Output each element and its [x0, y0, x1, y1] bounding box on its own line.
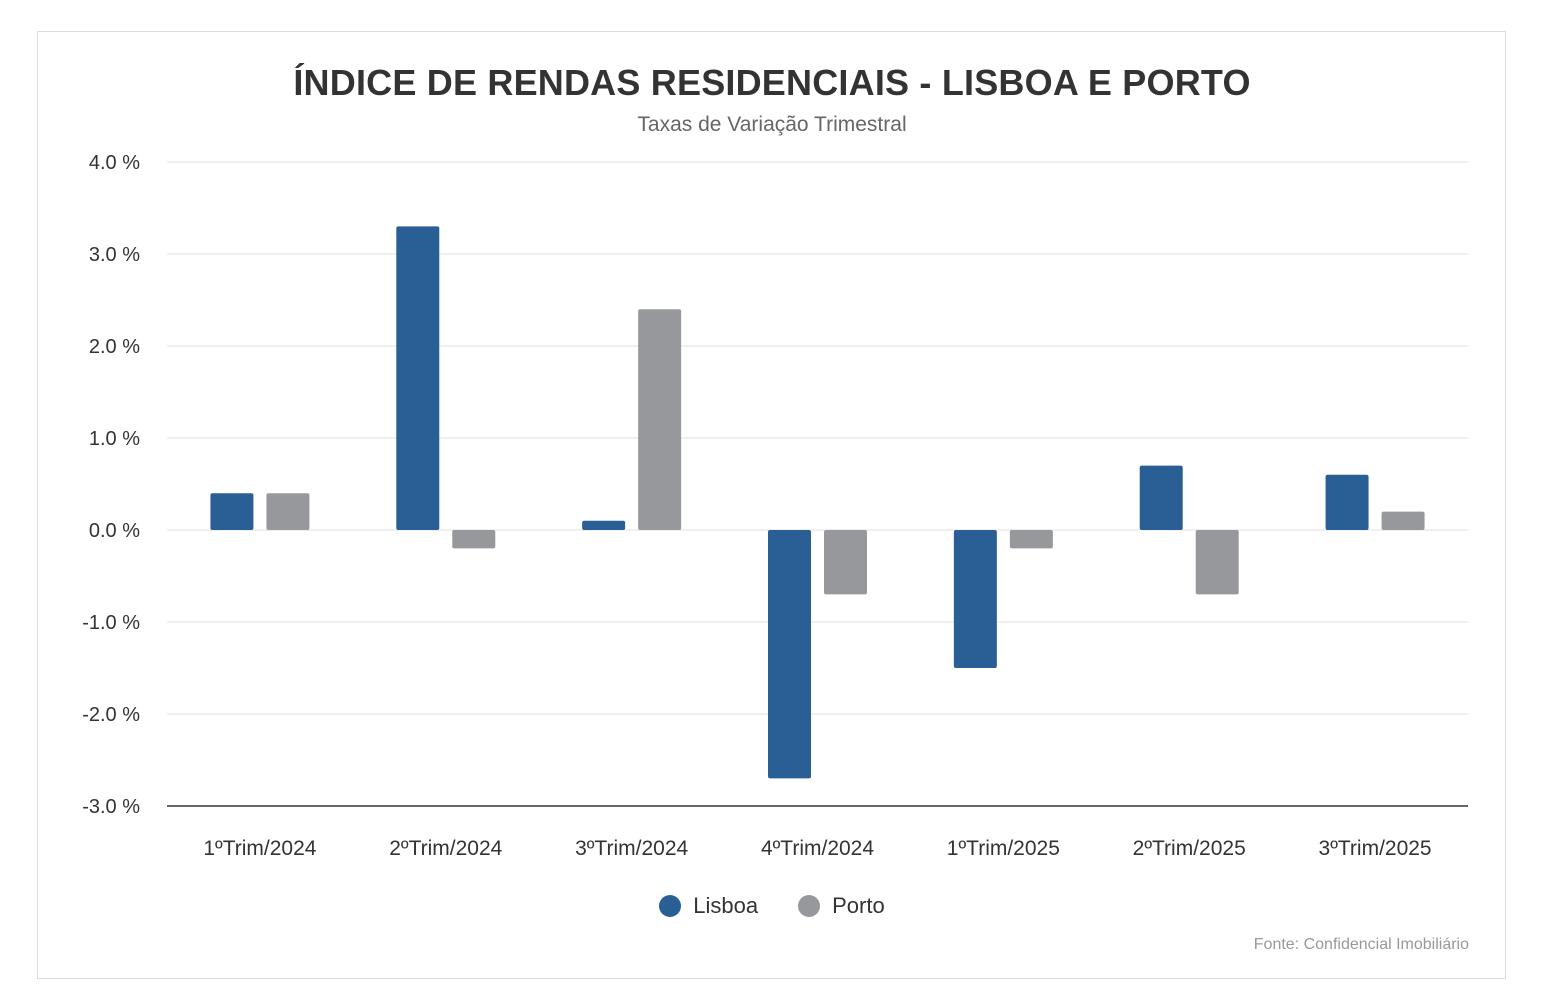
legend-swatch-lisboa [659, 895, 682, 917]
bar-lisboa [1325, 474, 1369, 530]
bar-porto [638, 309, 682, 530]
bar-porto [1009, 530, 1053, 549]
bar-lisboa [768, 530, 811, 779]
y-tick-label: -3.0 % [82, 796, 140, 818]
legend-item-porto[interactable]: Porto [798, 893, 885, 919]
y-tick-label: -2.0 % [82, 704, 140, 726]
y-tick-label: 2.0 % [89, 336, 140, 358]
bar-lisboa [953, 530, 997, 668]
bar-porto [452, 530, 496, 549]
x-tick-label: 3ºTrim/2024 [575, 837, 688, 860]
bar-porto [1195, 530, 1239, 595]
chart-title: ÍNDICE DE RENDAS RESIDENCIAIS - LISBOA E… [293, 62, 1251, 103]
chart-subtitle: Taxas de Variação Trimestral [637, 113, 907, 136]
x-tick-label: 4ºTrim/2024 [761, 837, 874, 860]
x-tick-label: 3ºTrim/2025 [1319, 837, 1432, 860]
legend-label-lisboa: Lisboa [693, 893, 759, 918]
x-tick-label: 2ºTrim/2024 [389, 837, 502, 860]
x-tick-label: 1ºTrim/2025 [947, 837, 1060, 860]
y-tick-label: 4.0 % [89, 152, 140, 174]
legend-label-porto: Porto [832, 893, 885, 918]
x-tick-label: 2ºTrim/2025 [1133, 837, 1246, 860]
x-tick-label: 1ºTrim/2024 [203, 837, 316, 860]
legend-item-lisboa[interactable]: Lisboa [659, 893, 758, 919]
legend-swatch-porto [798, 895, 821, 917]
legend: Lisboa Porto [0, 893, 1544, 919]
y-tick-label: 3.0 % [89, 244, 140, 266]
bar-lisboa [210, 493, 254, 530]
bar-porto [266, 493, 310, 530]
bar-porto [824, 530, 867, 595]
bar-porto [1381, 511, 1425, 530]
source-note: Fonte: Confidencial Imobiliário [1253, 936, 1469, 953]
bar-lisboa [396, 226, 440, 530]
y-tick-label: -1.0 % [82, 612, 140, 634]
y-tick-label: 0.0 % [89, 520, 140, 542]
y-tick-label: 1.0 % [89, 428, 140, 450]
bar-lisboa [1139, 465, 1183, 530]
bar-lisboa [582, 520, 626, 530]
